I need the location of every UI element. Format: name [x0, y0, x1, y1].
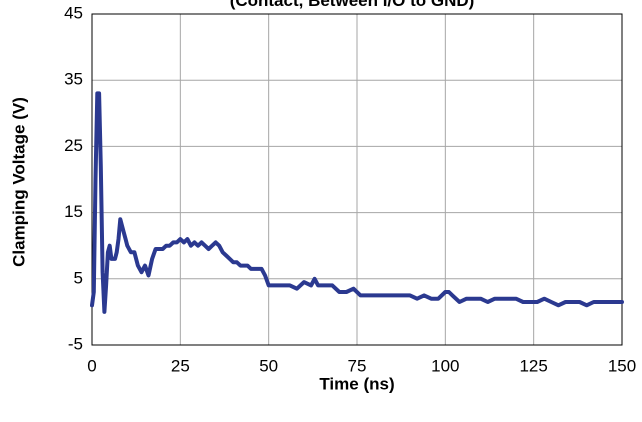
y-tick-label: 15: [64, 202, 83, 221]
y-tick-label: 5: [74, 268, 83, 287]
x-axis-title: Time (ns): [319, 374, 394, 393]
x-tick-label: 0: [87, 356, 96, 375]
series-layer: [90, 91, 624, 314]
x-tick-label: 50: [259, 356, 278, 375]
x-tick-label: 25: [171, 356, 190, 375]
grid-lines: [92, 14, 622, 345]
x-tick-label: 75: [348, 356, 367, 375]
x-tick-label: 150: [608, 356, 636, 375]
y-tick-label: 35: [64, 70, 83, 89]
y-tick-label: 25: [64, 136, 83, 155]
clamping-voltage-line: [90, 91, 624, 314]
x-tick-label: 100: [431, 356, 459, 375]
y-tick-label: 45: [64, 3, 83, 22]
y-tick-label: -5: [68, 334, 83, 353]
plot-frame: [91, 13, 623, 346]
y-axis-title: Clamping Voltage (V): [9, 97, 28, 267]
chart-title: (Contact, Between I/O to GND): [230, 0, 475, 10]
x-tick-label: 125: [519, 356, 547, 375]
tick-labels: 0 25 50 75 100 125 150 -5 5 15 25 35 45: [64, 3, 636, 375]
